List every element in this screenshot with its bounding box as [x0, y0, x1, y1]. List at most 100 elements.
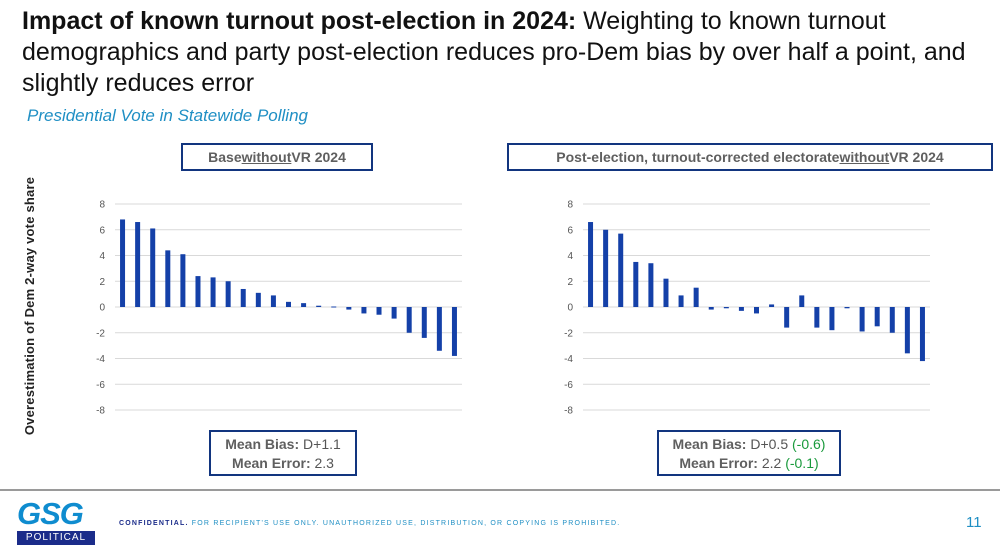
- right-bias-value: D+0.5: [746, 436, 792, 452]
- bar: [708, 307, 714, 310]
- bar: [663, 278, 669, 307]
- bar: [316, 305, 322, 307]
- left-title-post: VR 2024: [291, 149, 346, 165]
- right-title-post: VR 2024: [889, 149, 944, 165]
- gsg-logo: GSG POLITICAL: [17, 496, 95, 545]
- bar: [814, 307, 820, 328]
- bar: [301, 303, 307, 307]
- left-error-label: Mean Error:: [232, 455, 311, 471]
- left-chart-title: Base without VR 2024: [181, 143, 373, 171]
- bar: [678, 295, 684, 307]
- bar: [889, 307, 895, 333]
- page-number: 11: [966, 514, 982, 531]
- bar: [120, 219, 126, 307]
- bar: [919, 307, 925, 362]
- confidential-rest: FOR RECIPIENT'S USE ONLY. UNAUTHORIZED U…: [188, 520, 621, 527]
- bar: [603, 229, 609, 307]
- slide-title: Impact of known turnout post-election in…: [22, 6, 982, 99]
- left-error-value: 2.3: [310, 455, 334, 471]
- bar: [693, 287, 699, 307]
- left-mean-bias: Mean Bias: D+1.1: [211, 435, 355, 454]
- y-tick-label: -4: [564, 354, 573, 365]
- bar: [346, 307, 352, 310]
- bar: [738, 307, 744, 311]
- left-bias-label: Mean Bias:: [225, 436, 300, 452]
- bar: [270, 295, 276, 307]
- y-tick-label: 6: [99, 225, 105, 236]
- y-tick-label: -8: [564, 406, 573, 417]
- bar: [633, 261, 639, 307]
- y-tick-label: -8: [96, 406, 105, 417]
- right-mean-bias: Mean Bias: D+0.5 (-0.6): [659, 435, 839, 454]
- bar: [769, 304, 775, 307]
- left-title-pre: Base: [208, 149, 242, 165]
- logo-text: GSG: [17, 496, 84, 531]
- y-tick-label: 8: [567, 200, 573, 211]
- left-title-underlined: without: [241, 149, 292, 165]
- bar: [436, 307, 442, 351]
- bar: [648, 263, 654, 307]
- bar: [391, 307, 397, 319]
- bar: [829, 307, 835, 331]
- y-tick-label: -6: [96, 380, 105, 391]
- bar: [874, 307, 880, 327]
- y-tick-label: 2: [99, 277, 105, 288]
- bar: [376, 307, 382, 315]
- bar: [754, 307, 759, 314]
- y-tick-label: 8: [99, 200, 105, 211]
- bar: [784, 307, 790, 328]
- bar: [799, 295, 805, 307]
- right-title-underlined: without: [839, 149, 890, 165]
- bar: [135, 222, 141, 307]
- bar: [286, 301, 291, 307]
- y-tick-label: -6: [564, 380, 573, 391]
- y-tick-label: -4: [96, 354, 105, 365]
- bar: [723, 307, 729, 309]
- bar: [210, 277, 216, 307]
- left-stats-box: Mean Bias: D+1.1 Mean Error: 2.3: [209, 430, 357, 476]
- bar: [588, 222, 594, 307]
- y-tick-label: -2: [96, 328, 105, 339]
- right-error-label: Mean Error:: [679, 455, 758, 471]
- bar: [195, 276, 201, 307]
- bar: [165, 250, 171, 307]
- right-title-pre: Post-election, turnout-corrected elector…: [556, 149, 840, 165]
- y-tick-label: 6: [567, 225, 573, 236]
- left-bar-chart: 8 6 4 2 0 -2 -4 -6 -8: [96, 200, 462, 417]
- y-tick-label: 0: [567, 303, 573, 314]
- bar: [150, 228, 156, 307]
- bar: [421, 307, 427, 338]
- bar: [180, 254, 186, 307]
- right-chart-title: Post-election, turnout-corrected elector…: [507, 143, 993, 171]
- bar: [844, 307, 850, 309]
- slide-title-bold: Impact of known turnout post-election in…: [22, 7, 577, 35]
- confidential-notice: CONFIDENTIAL. FOR RECIPIENT'S USE ONLY. …: [119, 520, 620, 527]
- y-tick-label: 4: [99, 251, 105, 262]
- slide-title-rest: Weighting to known turnout demographics …: [22, 7, 966, 97]
- bar: [859, 307, 865, 332]
- y-axis-title: Overestimation of Dem 2-way vote share: [22, 176, 37, 436]
- left-bias-value: D+1.1: [299, 436, 341, 452]
- footer-divider: [0, 489, 1000, 491]
- right-stats-box: Mean Bias: D+0.5 (-0.6) Mean Error: 2.2 …: [657, 430, 841, 476]
- left-mean-error: Mean Error: 2.3: [211, 454, 355, 473]
- y-tick-label: -2: [564, 328, 573, 339]
- bar: [331, 306, 337, 308]
- bar: [240, 288, 246, 307]
- right-mean-error: Mean Error: 2.2 (-0.1): [659, 454, 839, 473]
- right-bias-delta: (-0.6): [792, 436, 826, 452]
- y-tick-label: 0: [99, 303, 105, 314]
- bar: [904, 307, 910, 354]
- y-tick-label: 4: [567, 251, 573, 262]
- bar: [451, 307, 457, 356]
- right-bias-label: Mean Bias:: [672, 436, 747, 452]
- logo-subtext: POLITICAL: [17, 531, 95, 545]
- bar: [255, 292, 261, 307]
- right-bar-chart: 8 6 4 2 0 -2 -4 -6 -8: [564, 200, 930, 417]
- bar: [225, 281, 231, 307]
- y-tick-label: 2: [567, 277, 573, 288]
- right-error-value: 2.2: [757, 455, 786, 471]
- confidential-bold: CONFIDENTIAL.: [119, 520, 189, 527]
- right-error-delta: (-0.1): [785, 455, 819, 471]
- bar: [618, 233, 624, 307]
